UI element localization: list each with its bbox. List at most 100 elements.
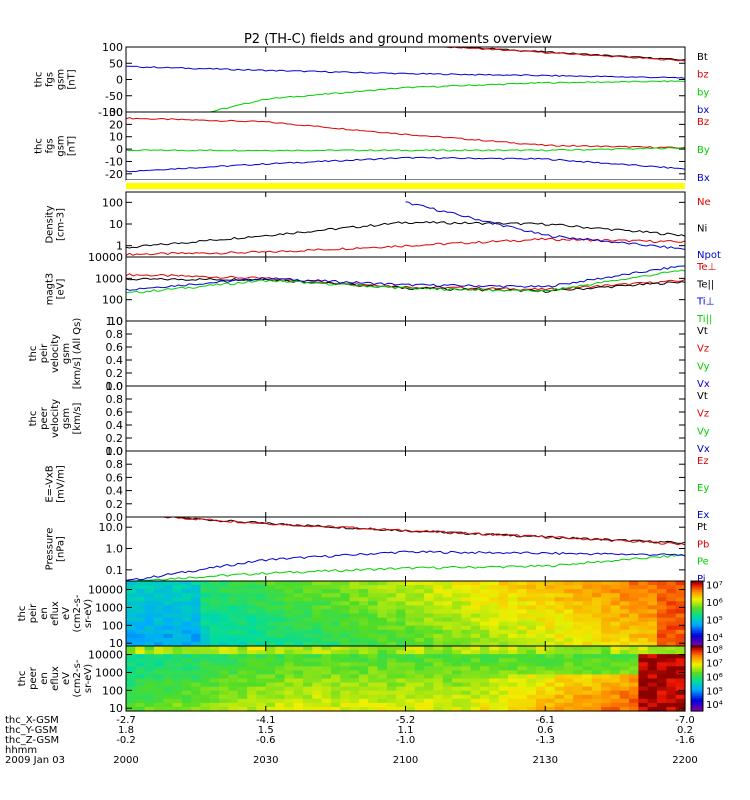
heatmap-cell: [284, 625, 295, 631]
heatmap-cell: [368, 601, 379, 606]
heatmap-cell: [666, 621, 677, 627]
heatmap-cell: [470, 698, 481, 704]
heatmap-cell: [610, 646, 621, 651]
heatmap-cell: [480, 698, 490, 704]
heatmap-cell: [126, 641, 136, 647]
colorbar-cell: [691, 609, 703, 612]
heatmap-cell: [498, 617, 509, 623]
heatmap-cell: [452, 593, 462, 598]
heatmap-cell: [647, 585, 658, 590]
heatmap-cell: [191, 589, 202, 594]
heatmap-cell: [349, 678, 360, 684]
heatmap-cell: [498, 694, 509, 700]
heatmap-cell: [377, 637, 388, 643]
y-tick-label: 0.4: [106, 419, 124, 432]
heatmap-cell: [256, 589, 267, 594]
heatmap-cell: [452, 629, 462, 635]
heatmap-cell: [461, 585, 472, 590]
colorbar-tick-label: 10⁴: [706, 700, 723, 711]
legend-entry: Ez: [697, 456, 709, 467]
heatmap-cell: [200, 633, 211, 639]
heatmap-cell: [135, 621, 146, 627]
heatmap-cell: [200, 601, 211, 606]
heatmap-cell: [191, 698, 202, 704]
heatmap-cell: [144, 686, 155, 692]
colorbar-cell: [691, 650, 703, 654]
heatmap-cell: [191, 621, 202, 627]
heatmap-cell: [386, 706, 397, 712]
heatmap-cell: [358, 666, 369, 671]
heatmap-cell: [610, 621, 621, 627]
heatmap-cell: [386, 617, 397, 623]
heatmap-cell: [545, 646, 556, 651]
heatmap-cell: [321, 609, 332, 615]
heatmap-cell: [629, 581, 639, 586]
heatmap-cell: [209, 625, 220, 631]
heatmap-cell: [535, 597, 546, 602]
heatmap-cell: [433, 670, 444, 676]
heatmap-cell: [442, 702, 453, 708]
heatmap-cell: [489, 686, 500, 692]
heatmap-cell: [303, 621, 313, 627]
heatmap-cell: [303, 617, 313, 623]
heatmap-cell: [489, 702, 500, 708]
heatmap-cell: [638, 702, 649, 708]
series-line-blue: [125, 265, 686, 291]
heatmap-cell: [144, 605, 155, 611]
series-line-red: [125, 237, 686, 256]
panel-frame: [125, 46, 686, 113]
heatmap-cell: [377, 678, 388, 684]
heatmap-cell: [191, 658, 202, 663]
heatmap-cell: [452, 678, 462, 684]
heatmap-cell: [629, 617, 639, 623]
heatmap-cell: [470, 629, 481, 635]
heatmap-cell: [163, 706, 174, 712]
heatmap-cell: [666, 605, 677, 611]
heatmap-cell: [619, 633, 630, 639]
heatmap-cell: [535, 633, 546, 639]
heatmap-cell: [321, 702, 332, 708]
heatmap-cell: [265, 674, 276, 680]
heatmap-cell: [545, 633, 556, 639]
heatmap-cell: [461, 646, 472, 651]
heatmap-cell: [368, 617, 379, 623]
colorbar-cell: [691, 624, 703, 628]
heatmap-cell: [377, 589, 388, 594]
heatmap-cell: [284, 633, 295, 639]
heatmap-cell: [219, 678, 230, 684]
heatmap-cell: [209, 682, 220, 688]
heatmap-cell: [293, 633, 304, 639]
heatmap-cell: [377, 633, 388, 639]
y-axis-label: [km/s] (All Qs): [72, 318, 83, 390]
heatmap-cell: [153, 658, 164, 663]
heatmap-cell: [312, 585, 323, 590]
heatmap-cell: [396, 593, 407, 598]
heatmap-cell: [265, 625, 276, 631]
heatmap-cell: [126, 682, 136, 688]
heatmap-cell: [657, 633, 667, 639]
heatmap-cell: [340, 589, 351, 594]
colorbar-cell: [691, 617, 703, 621]
heatmap-cell: [619, 686, 630, 692]
heatmap-cell: [331, 625, 341, 631]
ephemeris-value: -4.1: [256, 715, 276, 726]
heatmap-cell: [508, 609, 518, 615]
y-tick-label: -100: [98, 106, 123, 119]
heatmap-cell: [303, 605, 313, 611]
heatmap-cell: [135, 585, 146, 590]
heatmap-cell: [386, 694, 397, 700]
heatmap-cell: [228, 702, 239, 708]
heatmap-cell: [386, 690, 397, 696]
heatmap-cell: [452, 682, 462, 688]
heatmap-cell: [470, 597, 481, 602]
heatmap-cell: [657, 617, 667, 623]
heatmap-cell: [414, 581, 425, 586]
heatmap-cell: [237, 698, 248, 704]
heatmap-cell: [340, 682, 351, 688]
heatmap-cell: [619, 698, 630, 704]
heatmap-cell: [200, 670, 211, 676]
heatmap-cell: [647, 694, 658, 700]
heatmap-cell: [442, 686, 453, 692]
y-axis-label: (cm2-s-: [72, 594, 83, 632]
